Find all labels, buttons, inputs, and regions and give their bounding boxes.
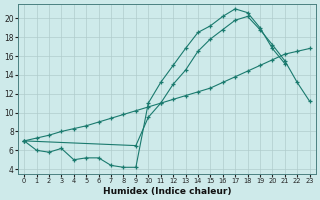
X-axis label: Humidex (Indice chaleur): Humidex (Indice chaleur) bbox=[103, 187, 231, 196]
